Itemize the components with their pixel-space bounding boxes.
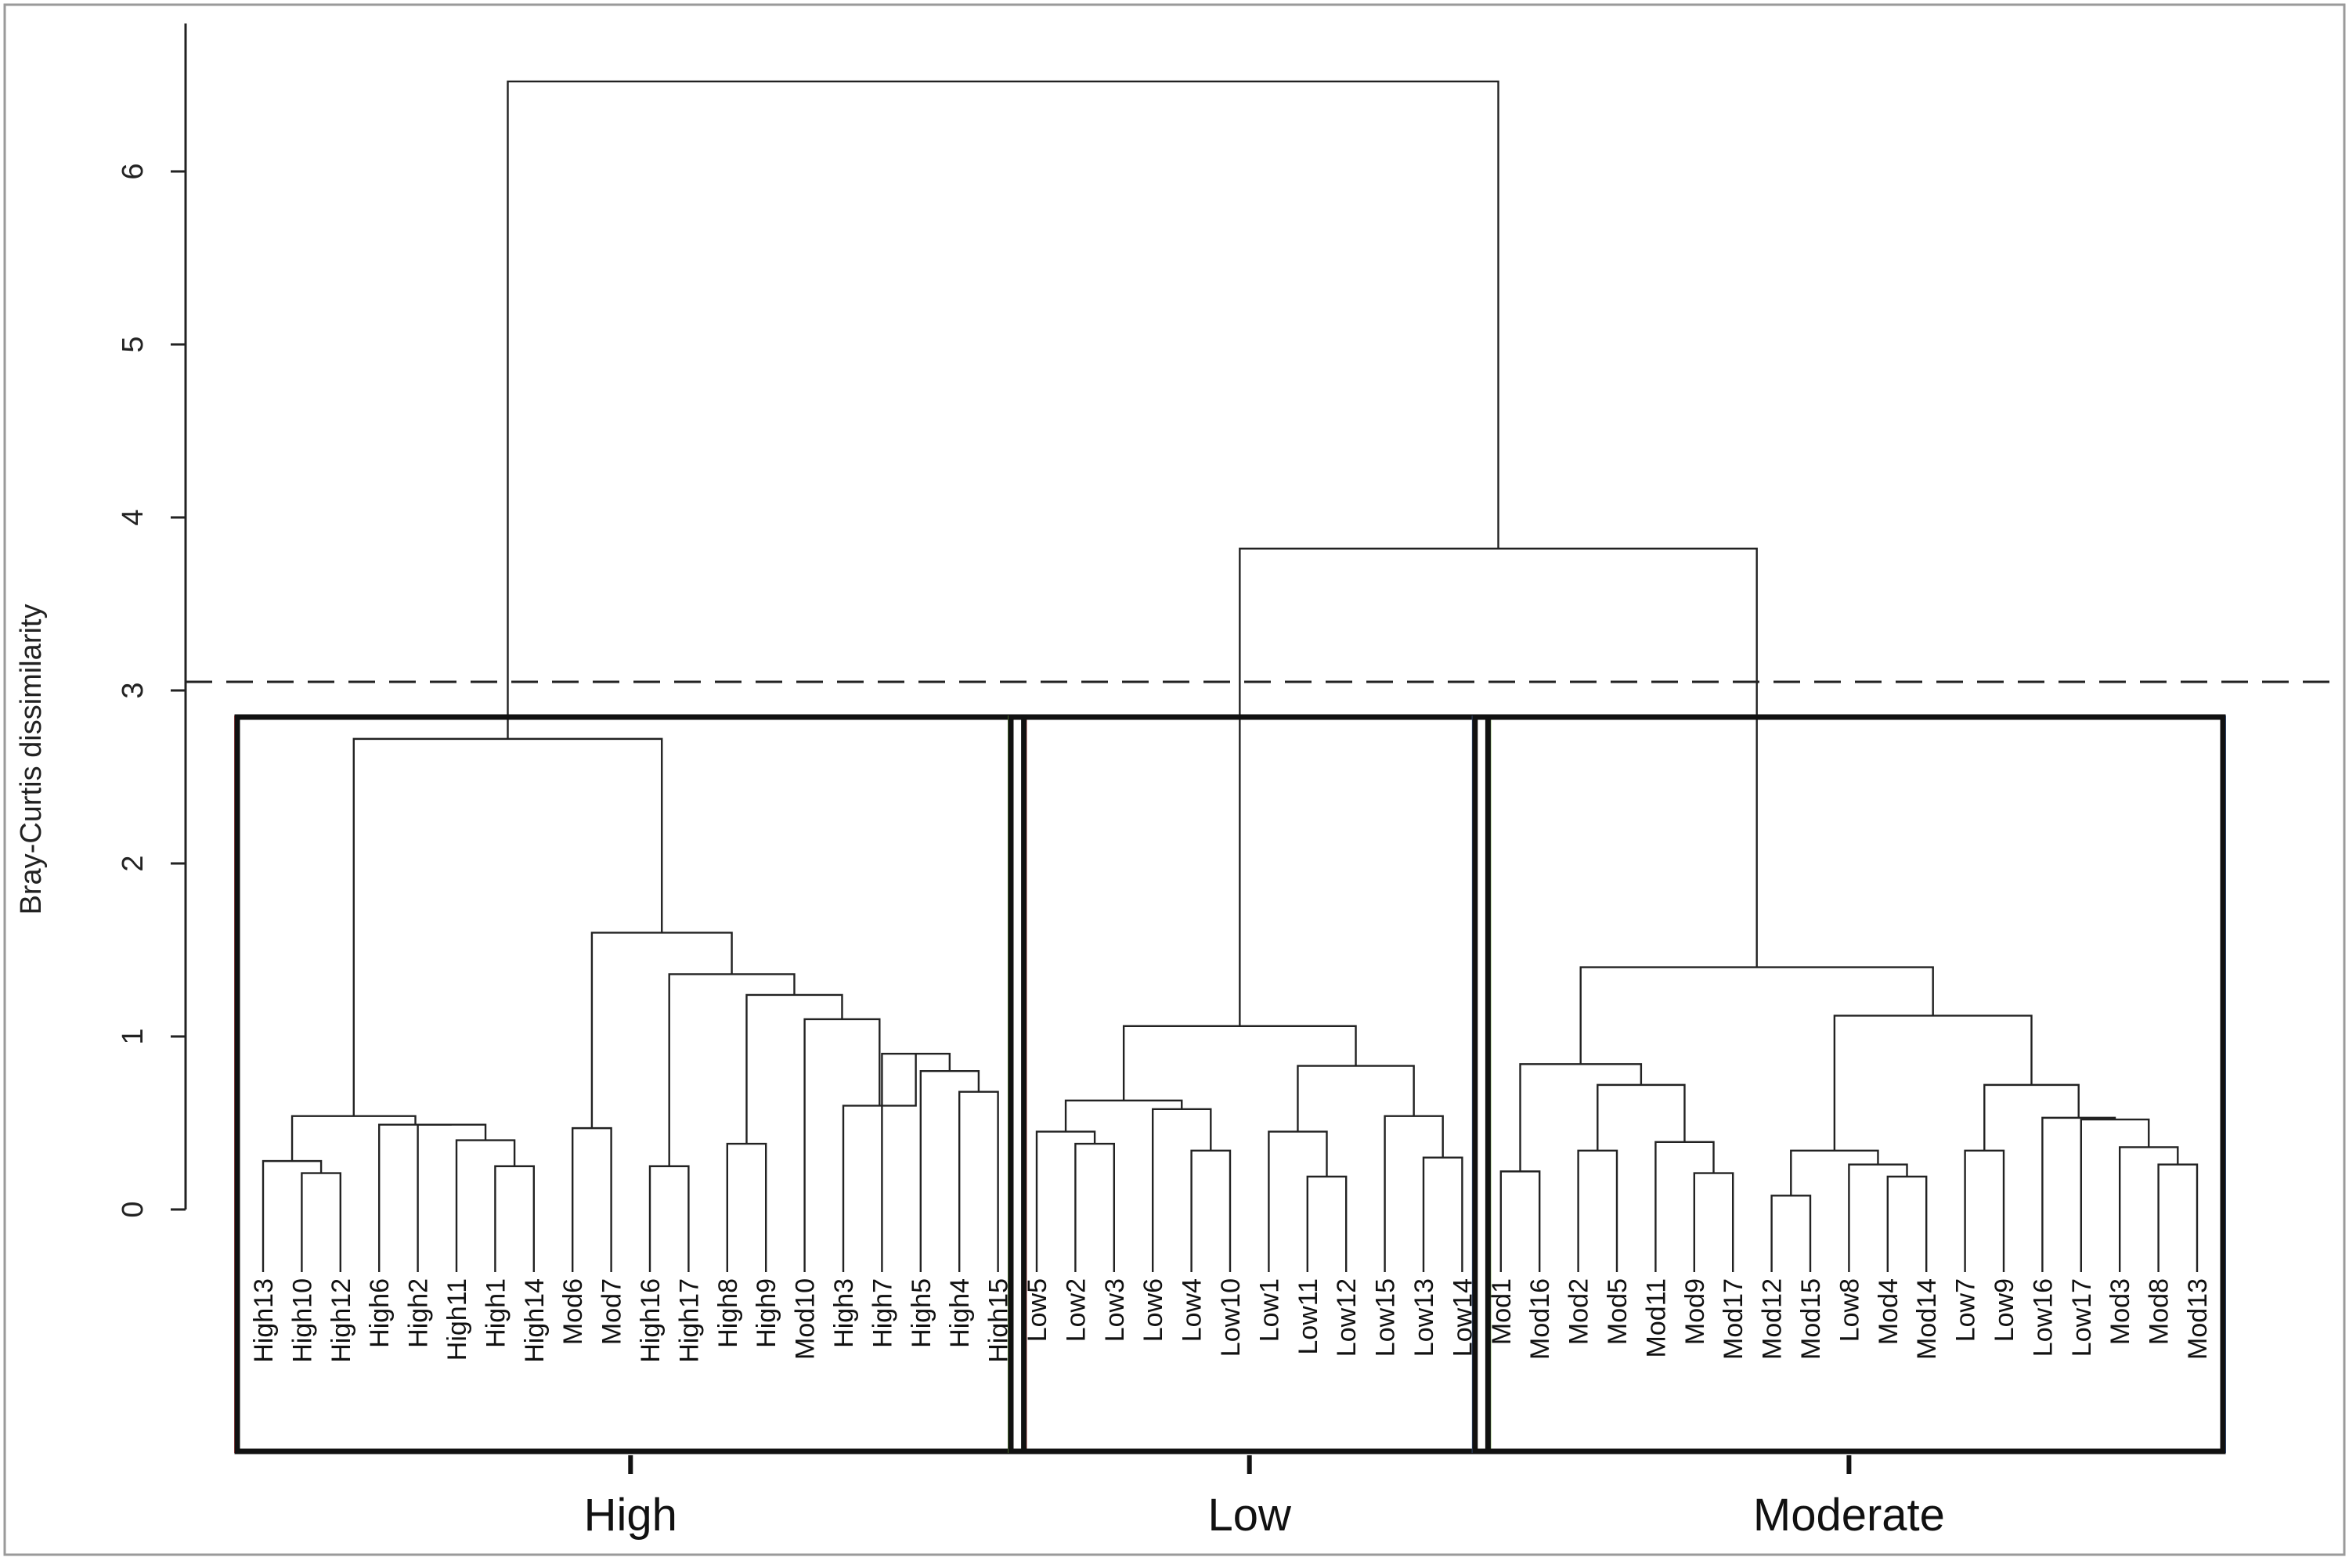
- leaf-label: Mod1: [1487, 1278, 1517, 1345]
- leaf-label: Low6: [1138, 1278, 1168, 1342]
- cluster-label: High: [584, 1490, 677, 1541]
- y-tick-label: 1: [117, 1028, 150, 1044]
- leaf-label: Mod11: [1641, 1278, 1671, 1357]
- leaf-label: High17: [674, 1278, 704, 1363]
- leaf-label: High11: [442, 1278, 472, 1361]
- leaf-label: Mod8: [2145, 1278, 2174, 1345]
- leaf-label: Low11: [1294, 1278, 1323, 1355]
- leaf-label: Low1: [1254, 1278, 1284, 1342]
- cluster-box: [1472, 714, 2226, 1454]
- y-tick-label: 0: [117, 1201, 150, 1217]
- leaf-label: Low7: [1951, 1278, 1981, 1342]
- leaf-label: High8: [713, 1278, 743, 1348]
- leaf-label: High5: [907, 1278, 936, 1348]
- y-tick-label: 3: [117, 682, 150, 698]
- leaf-label: Low13: [1409, 1278, 1439, 1357]
- leaf-label: Low10: [1216, 1278, 1246, 1357]
- leaf-label: High9: [752, 1278, 781, 1348]
- leaf-label: Low9: [1990, 1278, 2019, 1342]
- leaf-label: Low4: [1178, 1278, 1207, 1342]
- leaf-label: Mod4: [1874, 1278, 1903, 1345]
- leaf-label: Mod7: [597, 1278, 627, 1345]
- leaf-label: Low8: [1835, 1278, 1864, 1342]
- leaf-label: High1: [481, 1278, 511, 1348]
- leaf-label: Mod5: [1603, 1278, 1633, 1345]
- leaf-label: Mod12: [1758, 1278, 1788, 1360]
- leaf-label: Low15: [1371, 1278, 1401, 1357]
- leaf-label: Mod14: [1912, 1278, 1942, 1360]
- leaf-label: Mod13: [2183, 1278, 2213, 1360]
- dendrogram-tree: [262, 80, 2199, 1272]
- leaf-label: Low17: [2067, 1278, 2097, 1357]
- leaf-label: High6: [365, 1278, 395, 1348]
- leaf-label: High4: [945, 1278, 975, 1348]
- leaf-label: Mod16: [1525, 1278, 1555, 1360]
- leaf-label: High13: [249, 1278, 279, 1363]
- leaf-label: Mod15: [1796, 1278, 1826, 1360]
- leaf-label: Mod2: [1564, 1278, 1594, 1345]
- leaf-label: High2: [404, 1278, 434, 1348]
- leaf-label: Low16: [2028, 1278, 2058, 1357]
- leaf-label: High10: [287, 1278, 317, 1363]
- leaf-labels: High13 High10 High12 High6 High2 High11 High1 H…: [249, 1278, 2213, 1363]
- leaf-label: High3: [829, 1278, 859, 1348]
- y-axis: 0 1 2 3 4 5 6: [117, 23, 187, 1218]
- leaf-label: High16: [636, 1278, 666, 1363]
- cluster-label: Moderate: [1753, 1490, 1945, 1541]
- leaf-label: Mod17: [1719, 1278, 1748, 1360]
- leaf-label: Low12: [1332, 1278, 1362, 1357]
- leaf-label: Mod6: [558, 1278, 588, 1345]
- leaf-label: Low2: [1061, 1278, 1091, 1342]
- y-tick-label: 5: [117, 336, 150, 352]
- leaf-label: Mod9: [1680, 1278, 1710, 1345]
- leaf-label: Mod10: [791, 1278, 821, 1360]
- y-tick-label: 6: [117, 163, 150, 179]
- leaf-label: High14: [520, 1278, 550, 1363]
- cluster-box: [234, 714, 1027, 1454]
- dendrogram-branch: [378, 1123, 452, 1272]
- leaf-label: Low5: [1023, 1278, 1052, 1342]
- cluster-boxes: High Low Moderate: [234, 714, 2227, 1541]
- y-tick-label: 4: [117, 509, 150, 525]
- dendrogram-branch: [507, 80, 1499, 739]
- leaf-label: High7: [868, 1278, 897, 1348]
- leaf-label: Mod3: [2105, 1278, 2135, 1345]
- cluster-box: [1008, 714, 1491, 1454]
- leaf-label: High12: [327, 1278, 356, 1363]
- cluster-label: Low: [1207, 1490, 1292, 1541]
- figure-frame: [3, 3, 2346, 1556]
- y-tick-label: 2: [117, 855, 150, 871]
- y-axis-label: Bray-Curtis dissimilarity: [15, 604, 48, 915]
- leaf-label: Low3: [1100, 1278, 1130, 1342]
